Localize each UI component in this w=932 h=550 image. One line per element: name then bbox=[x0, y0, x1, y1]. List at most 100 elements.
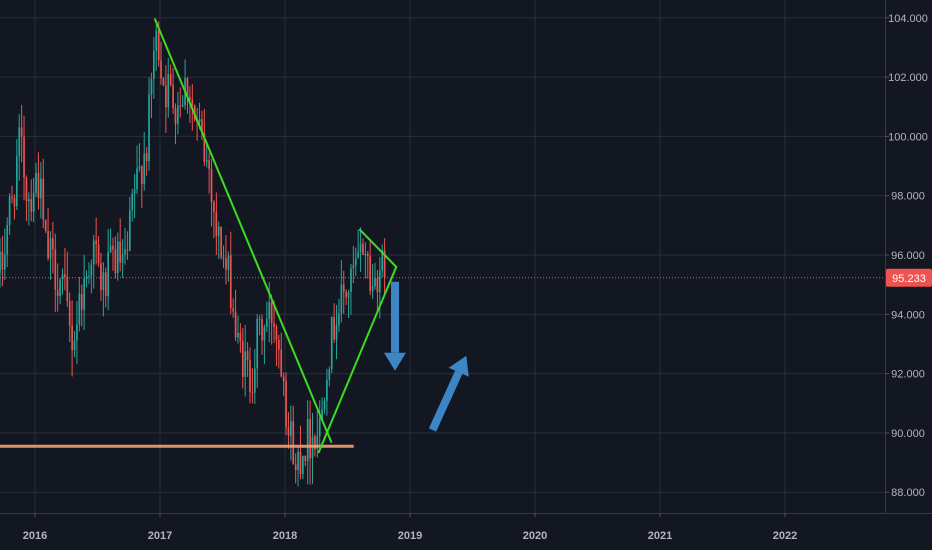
candle-body bbox=[165, 85, 167, 108]
drawings-layer bbox=[154, 18, 469, 454]
y-tick-label: 98.000 bbox=[891, 191, 925, 203]
candle-body bbox=[56, 289, 59, 297]
candle-body bbox=[378, 270, 381, 293]
candle-body bbox=[225, 258, 227, 270]
candles-layer bbox=[0, 21, 386, 487]
trend-line[interactable] bbox=[154, 18, 333, 443]
candle-body bbox=[328, 369, 331, 380]
y-tick-label: 96.000 bbox=[891, 250, 925, 262]
candle-body bbox=[316, 436, 319, 450]
candle-body bbox=[6, 225, 9, 255]
x-tick-label: 2019 bbox=[398, 530, 422, 542]
levels-layer bbox=[0, 277, 885, 448]
candle-body bbox=[3, 254, 6, 270]
y-tick-label: 100.000 bbox=[888, 131, 928, 143]
candle-body bbox=[23, 136, 25, 178]
grid-lines bbox=[0, 0, 885, 513]
candle-body bbox=[0, 251, 1, 273]
candle-body bbox=[220, 226, 222, 258]
candle-body bbox=[282, 376, 285, 382]
candle-body bbox=[191, 99, 194, 106]
candle-body bbox=[249, 360, 251, 393]
candle-body bbox=[359, 243, 362, 252]
candle-body bbox=[44, 219, 47, 232]
candle-body bbox=[68, 301, 71, 326]
candle-body bbox=[309, 419, 311, 459]
candle-body bbox=[155, 30, 158, 51]
candle-body bbox=[13, 197, 16, 207]
candle-body bbox=[169, 74, 172, 85]
candle-body bbox=[256, 319, 259, 369]
candle-body bbox=[222, 257, 225, 259]
candle-body bbox=[104, 272, 107, 297]
candle-body bbox=[138, 166, 141, 169]
candle-body bbox=[157, 30, 160, 61]
candle-body bbox=[114, 249, 117, 274]
candle-body bbox=[160, 60, 162, 79]
current-price-label: 95.233 bbox=[892, 273, 926, 285]
candle-body bbox=[227, 255, 230, 270]
candle-body bbox=[112, 245, 114, 250]
candle-body bbox=[126, 249, 129, 251]
trend-line[interactable] bbox=[359, 228, 398, 268]
candle-body bbox=[131, 193, 134, 211]
candle-body bbox=[318, 418, 321, 437]
candle-body bbox=[275, 327, 278, 340]
arrow-down-icon[interactable] bbox=[384, 352, 406, 371]
candle-body bbox=[215, 212, 218, 236]
trend-line[interactable] bbox=[317, 265, 398, 454]
candle-body bbox=[78, 293, 81, 325]
candle-body bbox=[37, 172, 40, 199]
candle-body bbox=[107, 252, 110, 297]
candle-body bbox=[73, 340, 76, 351]
candle-body bbox=[83, 278, 85, 310]
candle-body bbox=[306, 419, 309, 462]
candle-body bbox=[61, 274, 64, 280]
candle-body bbox=[80, 293, 83, 310]
candle-body bbox=[362, 243, 364, 255]
candle-body bbox=[241, 341, 244, 377]
candle-body bbox=[342, 284, 345, 292]
x-axis-ticks: 2016 2017 2018 2019 2020 2021 2022 bbox=[23, 513, 797, 542]
candle-body bbox=[217, 226, 220, 236]
candle-body bbox=[253, 368, 256, 393]
candle-body bbox=[273, 323, 275, 328]
current-price-badge: 95.233 bbox=[886, 268, 932, 287]
candle-body bbox=[54, 249, 57, 290]
candle-body bbox=[124, 249, 126, 255]
arrow-up-shaft[interactable] bbox=[428, 370, 463, 432]
candle-body bbox=[338, 313, 340, 326]
candle-body bbox=[263, 326, 266, 341]
candle-body bbox=[350, 268, 352, 292]
x-tick-label: 2022 bbox=[773, 530, 797, 542]
candle-body bbox=[116, 241, 119, 274]
candle-body bbox=[287, 427, 290, 436]
candle-body bbox=[268, 302, 271, 319]
candle-body bbox=[213, 202, 215, 213]
candle-body bbox=[95, 240, 97, 245]
candle-body bbox=[237, 332, 239, 338]
candle-body bbox=[265, 318, 268, 327]
candle-body bbox=[371, 286, 374, 292]
candle-body bbox=[88, 275, 90, 277]
candle-body bbox=[244, 351, 247, 377]
candle-body bbox=[30, 199, 33, 212]
candle-body bbox=[181, 105, 184, 107]
candle-body bbox=[150, 78, 153, 95]
arrow-up-icon[interactable] bbox=[448, 355, 469, 377]
candle-body bbox=[304, 455, 307, 462]
candle-body bbox=[366, 253, 369, 257]
y-tick-label: 102.000 bbox=[888, 72, 928, 84]
candle-body bbox=[251, 392, 254, 394]
y-axis-ticks: 88.000 90.000 92.000 94.000 96.000 98.000 100.… bbox=[885, 13, 928, 499]
candle-body bbox=[203, 133, 206, 162]
candle-body bbox=[167, 74, 170, 108]
candle-body bbox=[28, 199, 30, 202]
candle-body bbox=[128, 210, 131, 251]
x-tick-label: 2016 bbox=[23, 530, 47, 542]
candle-body bbox=[148, 94, 150, 162]
candle-body bbox=[347, 291, 350, 298]
candle-body bbox=[162, 78, 165, 86]
y-tick-label: 92.000 bbox=[891, 369, 925, 381]
